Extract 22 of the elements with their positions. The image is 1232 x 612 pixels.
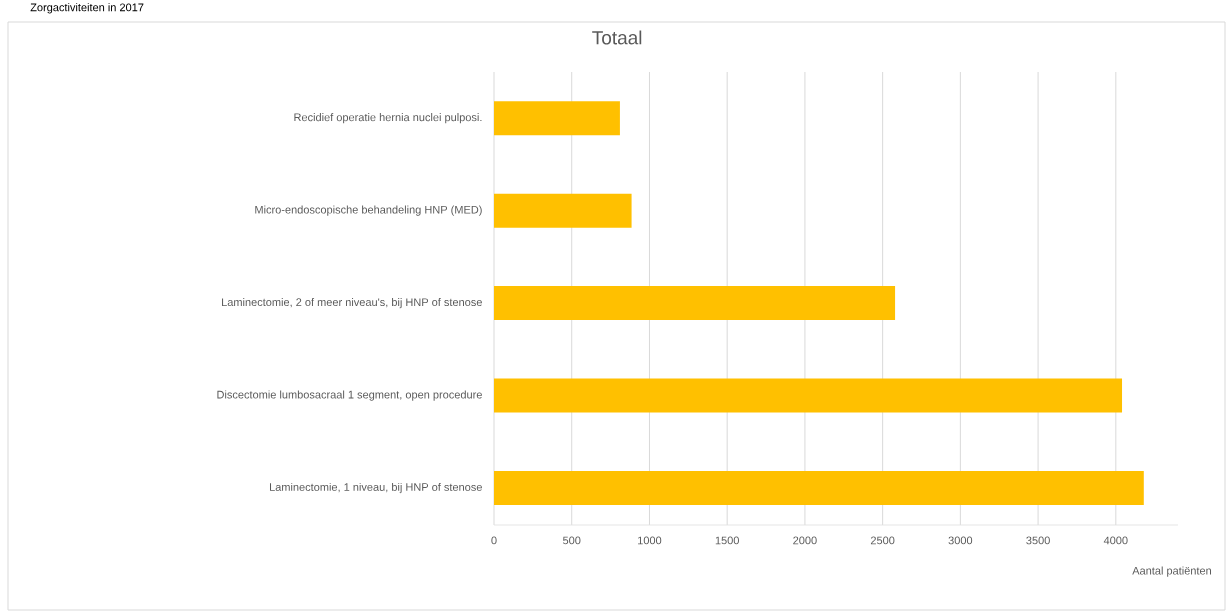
bar	[494, 193, 632, 228]
bar	[494, 378, 1123, 413]
x-tick-label: 0	[491, 536, 497, 545]
x-tick-label: 3500	[1026, 536, 1050, 545]
y-tick-label: Recidief operatie hernia nuclei pulposi.	[294, 113, 482, 124]
y-tick-label: Laminectomie, 2 of meer niveau's, bij HNP of stenose	[222, 297, 482, 309]
y-tick-label: Laminectomie, 1 niveau, bij HNP of stenose	[269, 482, 482, 494]
y-tick-label: Discectomie lumbosacraal 1 segment, open procedure	[217, 390, 482, 401]
x-tick-label: 1500	[715, 536, 739, 545]
x-tick-label: 500	[562, 536, 581, 545]
chart-title: Totaal	[592, 30, 642, 45]
x-tick-label: 2500	[870, 536, 895, 545]
x-tick-label: 2000	[793, 536, 817, 545]
x-tick-label: 3000	[948, 536, 973, 545]
y-tick-label: Micro-endoscopische behandeling HNP (MED)	[255, 205, 482, 216]
x-axis-title: Aantal patiënten	[1132, 566, 1211, 577]
x-tick-label: 4000	[1103, 536, 1128, 545]
bar	[494, 286, 896, 321]
bar	[494, 101, 620, 136]
text: Zorgactiviteiten in 2017	[30, 3, 144, 14]
x-tick-label: 1000	[638, 536, 662, 545]
bar	[494, 471, 1144, 506]
